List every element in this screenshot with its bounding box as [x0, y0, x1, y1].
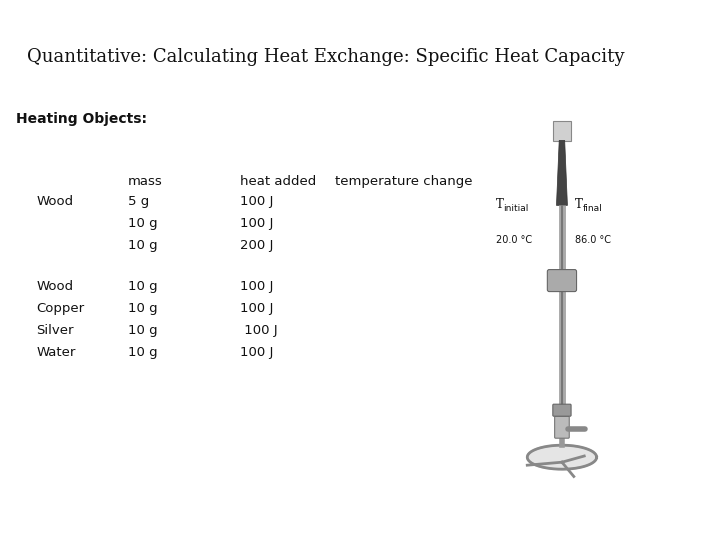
Text: Copper: Copper [36, 302, 84, 315]
Text: heat added: heat added [240, 175, 316, 188]
Text: 10 g: 10 g [128, 217, 158, 230]
Text: 100 J: 100 J [240, 195, 274, 208]
Polygon shape [527, 445, 597, 469]
FancyBboxPatch shape [553, 122, 571, 141]
Text: 10 g: 10 g [128, 324, 158, 337]
Text: 10 g: 10 g [128, 280, 158, 293]
FancyBboxPatch shape [547, 269, 577, 292]
Text: 100 J: 100 J [240, 302, 274, 315]
Text: initial: initial [503, 204, 529, 213]
Text: Wood: Wood [36, 195, 73, 208]
Text: Water: Water [36, 346, 76, 359]
Text: Quantitative: Calculating Heat Exchange: Specific Heat Capacity: Quantitative: Calculating Heat Exchange:… [27, 48, 625, 66]
Text: 100 J: 100 J [240, 324, 277, 337]
Text: 86.0 °C: 86.0 °C [575, 235, 611, 245]
Text: 100 J: 100 J [240, 280, 274, 293]
Text: Heating Objects:: Heating Objects: [17, 112, 148, 126]
Text: 200 J: 200 J [240, 239, 274, 252]
Text: T: T [575, 198, 583, 211]
Text: 100 J: 100 J [240, 346, 274, 359]
FancyBboxPatch shape [554, 416, 570, 438]
Text: 10 g: 10 g [128, 302, 158, 315]
Text: T: T [496, 198, 504, 211]
Text: final: final [582, 204, 602, 213]
Polygon shape [557, 140, 567, 205]
FancyBboxPatch shape [553, 404, 571, 416]
Text: 5 g: 5 g [128, 195, 150, 208]
Text: 20.0 °C: 20.0 °C [496, 235, 532, 245]
Text: 100 J: 100 J [240, 217, 274, 230]
Text: temperature change: temperature change [336, 175, 473, 188]
Text: Silver: Silver [36, 324, 73, 337]
Text: mass: mass [128, 175, 163, 188]
Text: 10 g: 10 g [128, 346, 158, 359]
Text: 10 g: 10 g [128, 239, 158, 252]
Text: Wood: Wood [36, 280, 73, 293]
